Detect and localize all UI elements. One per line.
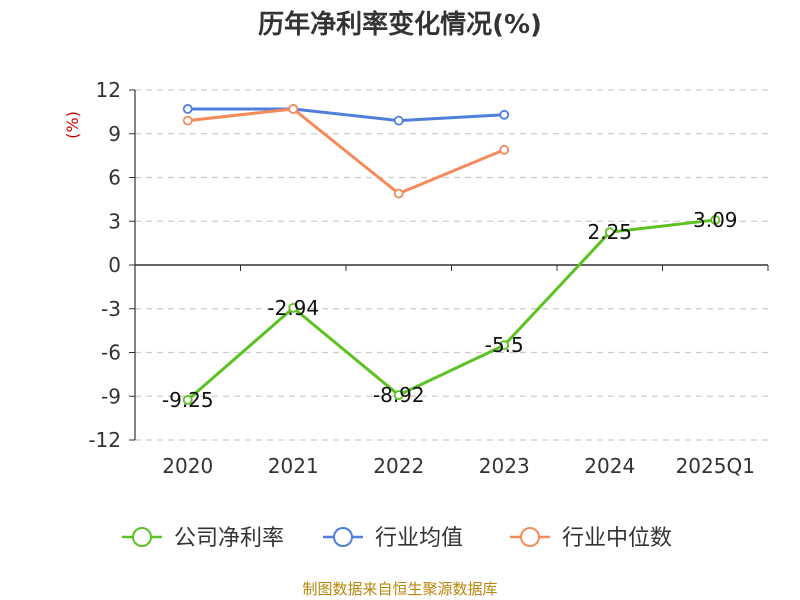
data-label: 2.25 xyxy=(587,220,632,244)
y-tick-label: 3 xyxy=(108,209,121,233)
axes: 12 9 6 3 0 -3 -6 -9 -12 2020 2021 2022 2023 2024 2025Q… xyxy=(88,78,769,478)
data-point xyxy=(288,302,299,313)
y-tick-label: 12 xyxy=(96,78,121,102)
legend-label: 行业均值 xyxy=(375,526,463,551)
data-label: -8.92 xyxy=(373,383,425,407)
y-tick-label: -6 xyxy=(101,341,121,365)
y-tick-label: 9 xyxy=(108,122,121,146)
data-point xyxy=(393,188,404,199)
data-point xyxy=(182,115,193,126)
x-tick-label: 2022 xyxy=(373,454,424,478)
data-label: 3.09 xyxy=(693,208,738,232)
y-tick-label: -3 xyxy=(101,297,121,321)
data-labels: -9.25 -2.94 -8.92 -5.5 2.25 3.09 xyxy=(162,208,738,412)
legend-marker xyxy=(520,527,540,547)
legend: 公司净利率 行业均值 行业中位数 xyxy=(122,526,672,551)
data-point xyxy=(182,104,193,114)
x-tick-label: 2023 xyxy=(479,454,530,478)
data-point xyxy=(393,115,404,126)
y-axis-label: (%) xyxy=(63,111,82,139)
legend-label: 行业中位数 xyxy=(562,526,672,551)
legend-marker xyxy=(132,527,152,547)
series-line-0 xyxy=(186,218,716,402)
y-tick-label: 0 xyxy=(108,253,121,277)
legend-marker xyxy=(333,527,353,547)
data-label: -5.5 xyxy=(485,333,524,357)
source-note: 制图数据来自恒生聚源数据库 xyxy=(302,580,498,598)
y-tick-label: -12 xyxy=(88,428,121,452)
data-label: -9.25 xyxy=(162,388,214,412)
legend-label: 公司净利率 xyxy=(174,526,284,551)
data-point xyxy=(499,109,510,120)
data-point xyxy=(393,390,404,400)
y-tick-label: 6 xyxy=(108,166,121,190)
data-point xyxy=(499,144,510,155)
series-line-1 xyxy=(187,107,505,123)
series-lines xyxy=(182,104,721,405)
data-point xyxy=(604,227,615,238)
data-point xyxy=(288,104,299,114)
x-tick-label: 2024 xyxy=(584,454,635,478)
data-point xyxy=(710,215,721,225)
x-tick-label: 2025Q1 xyxy=(676,454,755,478)
x-tick-label: 2021 xyxy=(268,454,319,478)
x-tick-label: 2020 xyxy=(162,454,213,478)
series-line-2 xyxy=(187,107,505,196)
data-point xyxy=(499,340,510,351)
y-tick-label: -9 xyxy=(101,384,121,408)
chart-title: 历年净利率变化情况(%) xyxy=(258,10,542,40)
data-label: -2.94 xyxy=(267,296,319,320)
data-point xyxy=(182,394,193,405)
